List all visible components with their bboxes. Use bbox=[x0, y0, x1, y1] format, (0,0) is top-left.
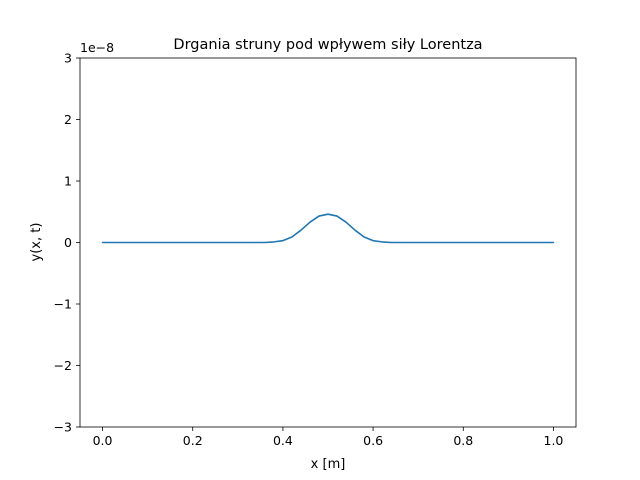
chart-title: Drgania struny pod wpływem siły Lorentza bbox=[173, 37, 482, 53]
y-tick-label: −2 bbox=[54, 358, 72, 373]
y-tick-label: −1 bbox=[54, 297, 72, 312]
plot-layer bbox=[101, 213, 555, 244]
y-tick-label: −3 bbox=[54, 420, 72, 435]
y-tick-label: 2 bbox=[64, 112, 72, 127]
y-axis-label: y(x, t) bbox=[29, 223, 44, 262]
x-tick-label: 0.0 bbox=[93, 433, 113, 448]
x-tick-label: 0.2 bbox=[183, 433, 203, 448]
x-axis-label: x [m] bbox=[311, 457, 346, 472]
y-offset-text: 1e−8 bbox=[80, 40, 114, 55]
x-tick-label: 1.0 bbox=[544, 433, 564, 448]
y-tick-label: 0 bbox=[64, 235, 72, 250]
axes-frame bbox=[79, 57, 577, 428]
series-line-0 bbox=[101, 213, 555, 244]
x-tick-label: 0.4 bbox=[273, 433, 293, 448]
x-tick-label: 0.6 bbox=[363, 433, 383, 448]
y-tick-label: 1 bbox=[64, 174, 72, 189]
x-tick-label: 0.8 bbox=[453, 433, 473, 448]
y-tick-label: 3 bbox=[64, 51, 72, 66]
ticks-layer: 0.0 0.2 0.4 0.6 0.8 1.0 −3 −2 −1 0 1 2 3 bbox=[54, 51, 564, 449]
